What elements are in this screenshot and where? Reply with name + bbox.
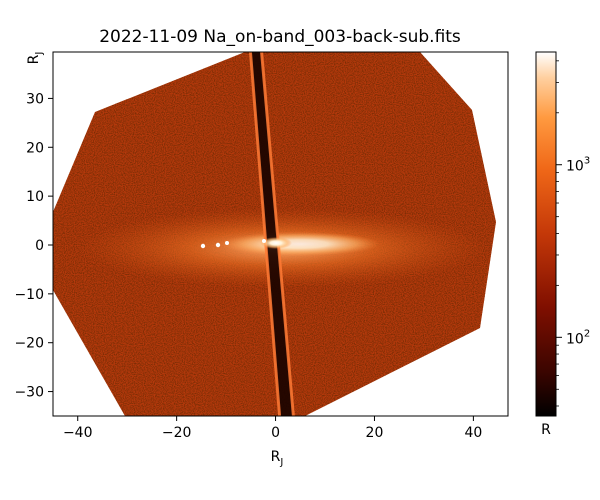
jupiter-core	[260, 237, 292, 249]
chart-title: 2022-11-09 Na_on-band_003-back-sub.fits	[99, 27, 461, 47]
x-tick-label: 20	[366, 425, 384, 441]
x-axis-ticks: −40 −20 0 20 40	[63, 416, 482, 441]
moon-spot	[215, 242, 221, 248]
y-tick-label: 0	[35, 238, 44, 254]
y-tick-label: 30	[26, 91, 44, 107]
y-tick-label: −30	[14, 385, 44, 401]
plot-area: −40 −20 0 20 40 −30 −20 −10 0 10 20 30	[14, 51, 509, 441]
x-tick-label: 0	[271, 425, 280, 441]
moon-spot	[225, 241, 229, 245]
colorbar: 102 103 R	[535, 51, 590, 438]
colorbar-tick-label: 102	[566, 328, 590, 347]
sodium-torus-inner	[220, 232, 380, 256]
y-axis-ticks: −30 −20 −10 0 10 20 30	[14, 91, 53, 401]
y-tick-label: 10	[26, 189, 44, 205]
plot-frame	[52, 51, 509, 417]
x-axis-label: RJ	[271, 449, 284, 468]
y-tick-label: −10	[14, 287, 44, 303]
x-tick-label: 40	[464, 425, 482, 441]
colorbar-tick-label: 103	[566, 156, 590, 175]
y-tick-label: −20	[14, 336, 44, 352]
moon-spot	[262, 239, 266, 243]
moon-spot	[200, 243, 206, 249]
x-axis-label-base: R	[271, 449, 281, 465]
emission-image	[53, 52, 496, 416]
colorbar-gradient	[535, 51, 557, 417]
x-axis-label-subscript: J	[279, 457, 283, 468]
y-axis-label-base: R	[26, 54, 42, 64]
x-tick-label: −40	[63, 425, 93, 441]
x-tick-label: −20	[162, 425, 192, 441]
y-axis-label: RJ	[26, 52, 45, 65]
y-tick-label: 20	[26, 140, 44, 156]
y-axis-label-subscript: J	[34, 52, 45, 56]
colorbar-ticks: 102 103	[556, 60, 590, 407]
colorbar-unit-label: R	[541, 422, 551, 438]
